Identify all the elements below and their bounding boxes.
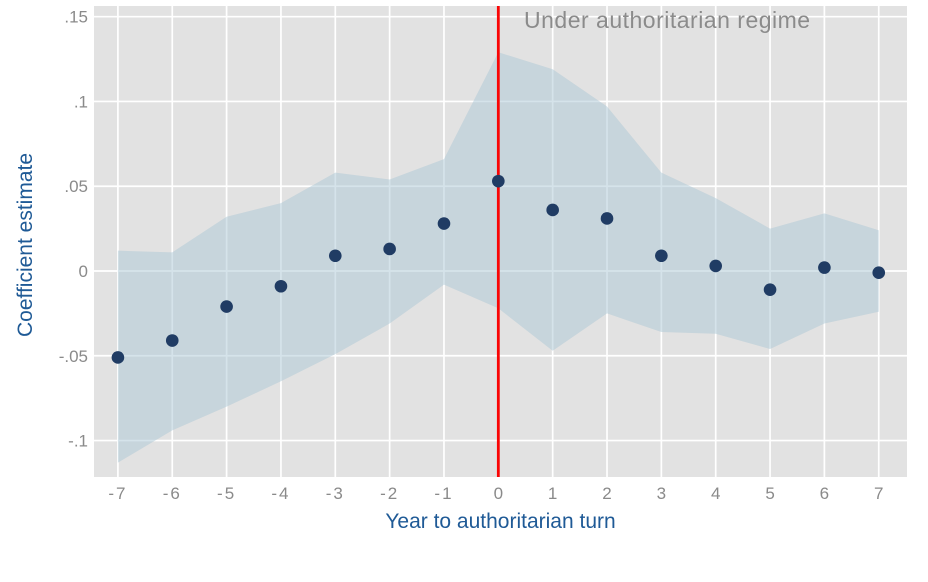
data-point [655, 249, 668, 263]
data-point [546, 203, 559, 217]
data-point [111, 351, 125, 364]
x-tick-label: 6 [820, 484, 829, 503]
data-point [763, 283, 777, 296]
data-point [165, 334, 179, 347]
x-axis-title: Year to authoritarian turn [385, 510, 616, 533]
x-tick-label: -5 [217, 484, 236, 503]
x-tick-label: -3 [326, 484, 345, 503]
y-axis-title: Coefficient estimate [14, 152, 37, 338]
x-tick-label: 1 [548, 484, 557, 503]
x-tick-label: 7 [874, 484, 883, 503]
y-tick-label: .05 [64, 177, 88, 196]
y-tick-label: 0 [79, 262, 88, 281]
x-tick-label: 4 [711, 484, 720, 503]
data-point [383, 242, 396, 256]
x-tick-label: 5 [765, 484, 774, 503]
data-point [600, 212, 614, 225]
data-point [274, 279, 288, 293]
y-tick-label: .15 [64, 8, 88, 27]
data-point [328, 249, 342, 263]
x-tick-label: -7 [108, 484, 127, 503]
x-tick-label: -4 [271, 484, 290, 503]
x-tick-label: 0 [494, 484, 503, 503]
data-point [872, 266, 886, 279]
data-point [709, 259, 723, 273]
x-tick-label: -1 [434, 484, 453, 503]
x-tick-label: 3 [657, 484, 666, 503]
x-tick-label: -6 [163, 484, 182, 503]
y-tick-label: -.1 [68, 432, 88, 451]
y-tick-label: .1 [74, 92, 88, 111]
data-point [220, 300, 233, 313]
y-tick-label: -.05 [59, 347, 88, 366]
data-point [437, 217, 451, 230]
x-tick-label: 2 [602, 484, 611, 503]
x-tick-label: -2 [380, 484, 399, 503]
data-point [818, 261, 831, 274]
data-point [492, 174, 505, 188]
regime-annotation: Under authoritarian regime [524, 7, 811, 33]
